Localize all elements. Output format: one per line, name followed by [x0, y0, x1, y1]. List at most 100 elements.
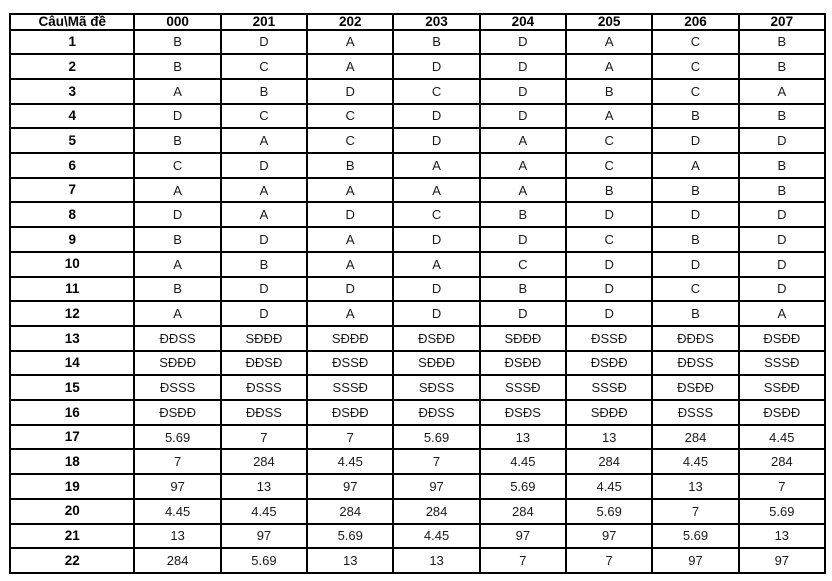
answer-cell: B: [133, 226, 222, 253]
answer-cell: 97: [133, 473, 222, 500]
answer-cell: B: [737, 152, 827, 179]
answer-cell: ĐSSĐ: [306, 349, 395, 377]
answer-cell: C: [478, 250, 568, 278]
answer-cell: D: [651, 201, 740, 229]
answer-cell: A: [651, 152, 740, 179]
answer-cell: D: [737, 226, 827, 253]
exam-code-header-201: 201: [219, 13, 309, 31]
answer-cell: D: [306, 201, 395, 229]
answer-cell: 7: [133, 448, 222, 476]
answer-cell: C: [565, 226, 654, 253]
answer-cell: A: [737, 300, 827, 327]
answer-cell: 13: [651, 473, 740, 500]
answer-cell: 4.45: [133, 497, 222, 525]
answer-cell: 7: [737, 473, 827, 500]
answer-cell: B: [219, 250, 309, 278]
answer-cell: SSSĐ: [478, 374, 568, 402]
answer-cell: SĐĐĐ: [306, 324, 395, 352]
answer-cell: 13: [565, 423, 654, 451]
question-number-cell: 8: [8, 201, 136, 229]
answer-cell: A: [133, 77, 222, 105]
answer-cell: SSSĐ: [565, 374, 654, 402]
question-number-cell: 18: [8, 448, 136, 476]
answer-cell: B: [478, 275, 568, 303]
question-number-cell: 13: [8, 324, 136, 352]
answer-cell: D: [219, 300, 309, 327]
answer-cell: 5.69: [306, 522, 395, 550]
answer-cell: D: [565, 300, 654, 327]
question-number-cell: 12: [8, 300, 136, 327]
answer-cell: C: [651, 28, 740, 56]
answer-cell: SĐĐĐ: [565, 399, 654, 426]
exam-code-header-206: 206: [651, 13, 740, 31]
answer-cell: D: [133, 201, 222, 229]
question-number-cell: 2: [8, 53, 136, 80]
answer-cell: 13: [306, 547, 395, 574]
table-row: 11 B D D D B D C D: [8, 275, 827, 303]
question-number-cell: 11: [8, 275, 136, 303]
answer-cell: D: [565, 201, 654, 229]
answer-cell: C: [219, 53, 309, 80]
answer-cell: A: [306, 300, 395, 327]
answer-cell: D: [219, 152, 309, 179]
answer-cell: B: [737, 28, 827, 56]
answer-cell: SĐĐĐ: [133, 349, 222, 377]
answer-cell: SĐĐĐ: [392, 349, 481, 377]
exam-code-header-205: 205: [565, 13, 654, 31]
answer-cell: ĐSSĐ: [565, 324, 654, 352]
answer-cell: 284: [478, 497, 568, 525]
answer-cell: 7: [565, 547, 654, 574]
answer-cell: D: [565, 275, 654, 303]
answer-cell: ĐSSS: [219, 374, 309, 402]
question-number-cell: 15: [8, 374, 136, 402]
header-row: Câu\Mã đề 000 201 202 203 204 205 206 207: [8, 13, 827, 31]
table-row: 18 7 284 4.45 7 4.45 284 4.45 284: [8, 448, 827, 476]
answer-cell: B: [219, 77, 309, 105]
answer-cell: B: [133, 28, 222, 56]
table-row: 15 ĐSSS ĐSSS SSSĐ SĐSS SSSĐ SSSĐ ĐSĐĐ SSĐĐ: [8, 374, 827, 402]
answer-cell: D: [478, 300, 568, 327]
answer-cell: D: [392, 300, 481, 327]
answer-cell: B: [392, 28, 481, 56]
question-number-cell: 20: [8, 497, 136, 525]
table-row: 20 4.45 4.45 284 284 284 5.69 7 5.69: [8, 497, 827, 525]
answer-cell: 284: [392, 497, 481, 525]
answer-cell: C: [219, 102, 309, 130]
table-row: 22 284 5.69 13 13 7 7 97 97: [8, 547, 827, 574]
answer-cell: 7: [392, 448, 481, 476]
exam-code-header-207: 207: [737, 13, 827, 31]
answer-cell: 97: [478, 522, 568, 550]
answer-cell: 13: [133, 522, 222, 550]
answer-cell: 4.45: [392, 522, 481, 550]
answer-cell: 97: [737, 547, 827, 574]
answer-cell: A: [306, 176, 395, 204]
answer-cell: B: [651, 226, 740, 253]
answer-cell: A: [133, 176, 222, 204]
answer-cell: A: [392, 176, 481, 204]
table-row: 17 5.69 7 7 5.69 13 13 284 4.45: [8, 423, 827, 451]
answer-cell: ĐĐSS: [219, 399, 309, 426]
answer-cell: ĐSĐS: [478, 399, 568, 426]
answer-cell: B: [565, 176, 654, 204]
answer-cell: D: [392, 53, 481, 80]
answer-cell: 5.69: [478, 473, 568, 500]
answer-cell: B: [478, 201, 568, 229]
answer-cell: B: [133, 127, 222, 155]
answer-cell: 4.45: [478, 448, 568, 476]
answer-cell: D: [219, 28, 309, 56]
question-number-cell: 21: [8, 522, 136, 550]
answer-cell: B: [133, 275, 222, 303]
answer-cell: 5.69: [392, 423, 481, 451]
answer-cell: A: [478, 176, 568, 204]
answer-cell: SĐĐĐ: [478, 324, 568, 352]
answer-cell: D: [478, 226, 568, 253]
answer-cell: ĐSĐĐ: [306, 399, 395, 426]
answer-cell: A: [133, 250, 222, 278]
answer-cell: D: [565, 250, 654, 278]
table-row: 16 ĐSĐĐ ĐĐSS ĐSĐĐ ĐĐSS ĐSĐS SĐĐĐ ĐSSS ĐSĐĐ: [8, 399, 827, 426]
answer-cell: SĐSS: [392, 374, 481, 402]
question-number-cell: 14: [8, 349, 136, 377]
answer-cell: B: [737, 102, 827, 130]
table-row: 12 A D A D D D B A: [8, 300, 827, 327]
